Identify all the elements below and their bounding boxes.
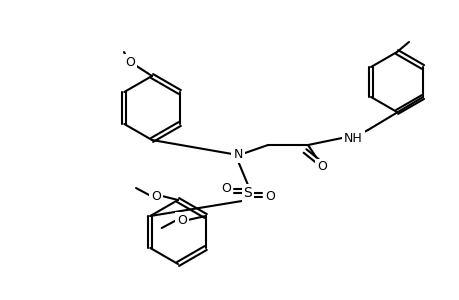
Text: O: O (316, 160, 326, 173)
Text: N: N (233, 148, 242, 161)
Text: O: O (125, 56, 134, 68)
Text: O: O (151, 190, 161, 202)
Text: O: O (264, 190, 274, 203)
Text: O: O (221, 182, 230, 196)
Text: NH: NH (343, 131, 362, 145)
Text: S: S (243, 186, 252, 200)
Text: O: O (176, 214, 186, 226)
